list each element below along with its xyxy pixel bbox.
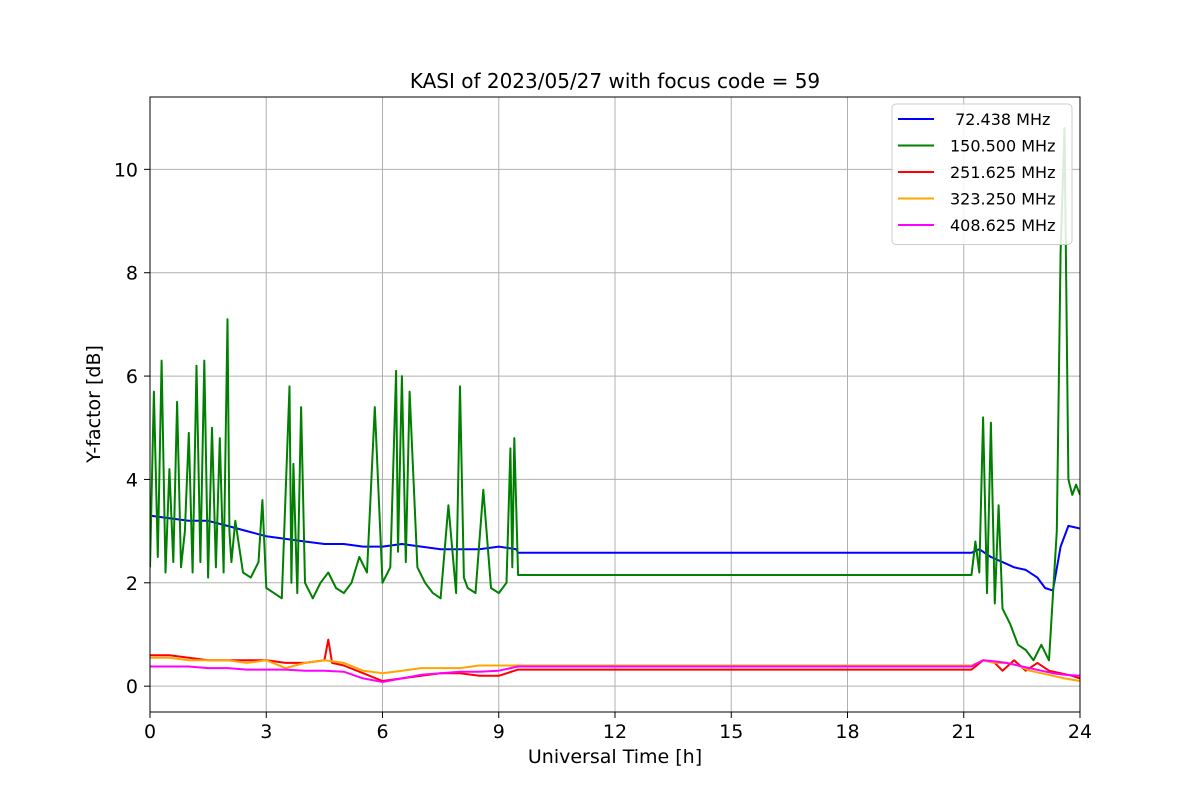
- series-line-0: [150, 514, 1080, 592]
- chart-title: KASI of 2023/05/27 with focus code = 59: [410, 69, 820, 93]
- series-line-1: [150, 127, 1080, 662]
- x-tick-label: 15: [719, 721, 743, 743]
- legend-label: 323.250 MHz: [950, 190, 1055, 209]
- y-tick-label: 2: [126, 573, 138, 595]
- y-tick-label: 0: [126, 676, 138, 698]
- x-tick-label: 24: [1068, 721, 1092, 743]
- x-tick-label: 18: [835, 721, 859, 743]
- y-tick-label: 10: [114, 159, 138, 181]
- legend-box: [891, 103, 1073, 245]
- x-tick-label: 3: [260, 721, 272, 743]
- legend-label: 251.625 MHz: [950, 163, 1055, 182]
- x-tick-label: 9: [493, 721, 505, 743]
- legend-label: 72.438 MHz: [950, 110, 1050, 129]
- x-axis-title: Universal Time [h]: [528, 746, 702, 768]
- y-axis-title: Y-factor [dB]: [83, 345, 105, 464]
- legend-label: 408.625 MHz: [950, 216, 1055, 235]
- x-tick-label: 12: [603, 721, 627, 743]
- x-tick-label: 21: [952, 721, 976, 743]
- y-tick-label: 8: [126, 263, 138, 285]
- x-tick-label: 6: [376, 721, 388, 743]
- series-lines: [150, 127, 1080, 683]
- y-tick-label: 4: [126, 469, 138, 491]
- y-tick-label: 6: [126, 366, 138, 388]
- x-tick-label: 0: [144, 721, 156, 743]
- legend-label: 150.500 MHz: [950, 137, 1055, 156]
- series-line-4: [150, 659, 1080, 683]
- legend: 72.438 MHz 150.500 MHz 251.625 MHz 323.250 …: [891, 103, 1073, 245]
